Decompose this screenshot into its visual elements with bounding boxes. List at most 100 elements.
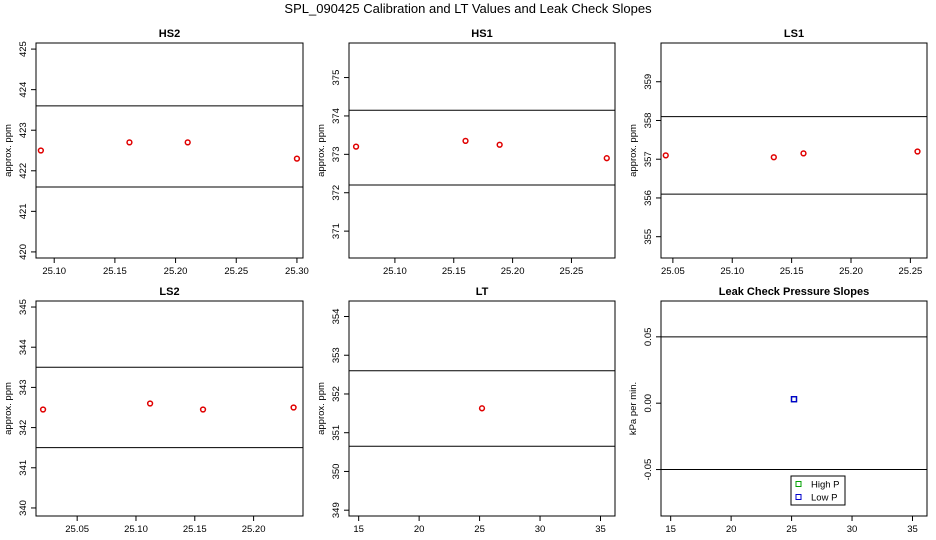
page-title: SPL_090425 Calibration and LT Values and… <box>284 1 652 16</box>
legend-entry: Low P <box>811 493 837 504</box>
chart-title: LT <box>476 286 489 298</box>
y-axis-label: approx. ppm <box>3 382 14 435</box>
data-point <box>199 406 207 413</box>
high-p-point <box>790 396 798 403</box>
legend-box <box>790 475 846 506</box>
low-p-point <box>790 396 798 403</box>
plot-frame <box>35 42 304 259</box>
y-tick-label: 421 <box>18 203 29 219</box>
x-tick-label: 30 <box>535 524 546 535</box>
y-tick-label: 372 <box>331 185 342 201</box>
x-tick-label: 25.05 <box>661 266 685 277</box>
y-tick-label: 375 <box>331 70 342 86</box>
y-tick-label: 373 <box>331 146 342 162</box>
x-tick-label: 25.10 <box>720 266 744 277</box>
legend-entry: High P <box>811 480 840 491</box>
plot-frame <box>660 42 928 259</box>
data-point <box>914 148 921 155</box>
y-tick-label: 349 <box>331 502 342 518</box>
y-tick-label: 374 <box>331 108 342 124</box>
y-tick-label: 340 <box>18 500 29 516</box>
y-tick-label: 422 <box>18 163 29 179</box>
y-tick-label: 425 <box>18 41 29 57</box>
y-tick-label: 344 <box>18 339 29 355</box>
x-tick-label: 25.05 <box>65 524 89 535</box>
chart-panel: LS2 25.05 25.10 25.15 25.20 340 341 342 343 344 34… <box>3 286 304 535</box>
x-tick-label: 15 <box>665 524 676 535</box>
y-tick-label: 350 <box>331 464 342 480</box>
y-tick-label: 359 <box>643 74 654 90</box>
x-tick-label: 20 <box>726 524 737 535</box>
y-tick-label: 351 <box>331 425 342 441</box>
data-point <box>290 404 297 411</box>
data-point <box>662 152 669 159</box>
legend-high-p-marker <box>795 481 802 487</box>
y-tick-label: 358 <box>643 113 654 129</box>
x-tick-label: 25 <box>474 524 485 535</box>
x-tick-label: 25.20 <box>839 266 863 277</box>
x-tick-label: 25.25 <box>560 266 584 277</box>
y-tick-label: 345 <box>18 299 29 315</box>
data-point <box>184 139 191 146</box>
x-tick-label: 25.15 <box>183 524 207 535</box>
x-tick-label: 25.25 <box>898 266 922 277</box>
x-tick-label: 25.30 <box>285 266 309 277</box>
chart-panel: HS2 25.10 25.15 25.20 25.25 25.30 420 421 422 423… <box>3 28 309 277</box>
plot-frame <box>35 300 304 517</box>
legend-low-p-marker <box>795 494 802 500</box>
x-tick-label: 25.15 <box>103 266 127 277</box>
data-point <box>293 155 301 162</box>
x-tick-label: 25.10 <box>124 524 148 535</box>
y-tick-label: 355 <box>643 229 654 245</box>
data-point <box>39 406 47 413</box>
plot-frame <box>660 300 928 517</box>
chart-panel: LS1 25.05 25.10 25.15 25.20 25.25 355 356 357 358… <box>628 28 928 277</box>
chart-panel: LT 15 20 25 30 35 349 350 351 352 353 354 approx. pp… <box>316 286 616 535</box>
x-tick-label: 15 <box>353 524 364 535</box>
y-tick-label: 0.05 <box>643 328 654 347</box>
data-point <box>126 139 133 146</box>
y-tick-label: 341 <box>18 460 29 476</box>
plot-frame <box>348 42 616 259</box>
x-tick-label: 25.20 <box>501 266 525 277</box>
data-point <box>496 141 503 148</box>
data-point <box>800 150 807 157</box>
y-tick-label: 353 <box>331 347 342 363</box>
y-tick-label: -0.05 <box>643 459 654 481</box>
y-axis-label: approx. ppm <box>316 124 327 177</box>
y-tick-label: 420 <box>18 244 29 260</box>
y-tick-label: 354 <box>331 309 342 325</box>
x-tick-label: 35 <box>595 524 606 535</box>
plot-frame <box>348 300 616 517</box>
y-axis-label: approx. ppm <box>316 382 327 435</box>
data-point <box>146 400 154 407</box>
chart-title: HS2 <box>159 28 180 40</box>
x-tick-label: 25.15 <box>780 266 804 277</box>
y-tick-label: 371 <box>331 223 342 239</box>
x-tick-label: 20 <box>414 524 425 535</box>
x-tick-label: 25.10 <box>383 266 407 277</box>
y-axis-label: approx. ppm <box>3 124 14 177</box>
y-tick-label: 343 <box>18 379 29 395</box>
chart-title: LS1 <box>784 28 804 40</box>
y-axis-label: approx. ppm <box>628 124 639 177</box>
y-tick-label: 356 <box>643 190 654 206</box>
legend: High P Low P <box>790 475 846 506</box>
data-point <box>478 405 486 412</box>
x-tick-label: 25.20 <box>242 524 266 535</box>
y-tick-label: 342 <box>18 420 29 436</box>
x-tick-label: 25.25 <box>224 266 248 277</box>
data-point <box>770 154 777 161</box>
x-tick-label: 25.20 <box>164 266 188 277</box>
y-axis-label: kPa per min. <box>628 382 639 435</box>
chart-panel: Leak Check Pressure Slopes 15 20 25 30 35 -0.0… <box>628 286 928 535</box>
x-tick-label: 25 <box>786 524 797 535</box>
data-point <box>462 137 469 145</box>
y-tick-label: 0.00 <box>643 394 654 413</box>
y-tick-label: 424 <box>18 82 29 98</box>
x-tick-label: 25.15 <box>442 266 466 277</box>
data-point <box>37 147 45 154</box>
data-point <box>603 155 610 162</box>
y-tick-label: 423 <box>18 122 29 138</box>
